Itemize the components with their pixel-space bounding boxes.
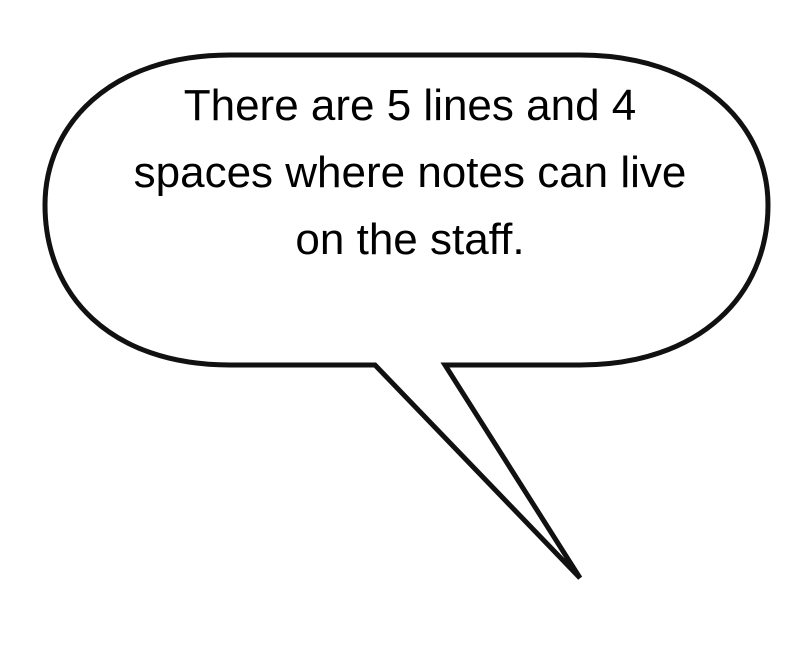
speech-line: spaces where notes can live: [133, 148, 687, 197]
speech-bubble-outline: [42, 52, 771, 580]
speech-line: on the staff.: [295, 215, 525, 264]
speech-bubble-text: There are 5 lines and 4 spaces where not…: [95, 72, 725, 273]
speech-line: There are 5 lines and 4: [183, 81, 637, 130]
